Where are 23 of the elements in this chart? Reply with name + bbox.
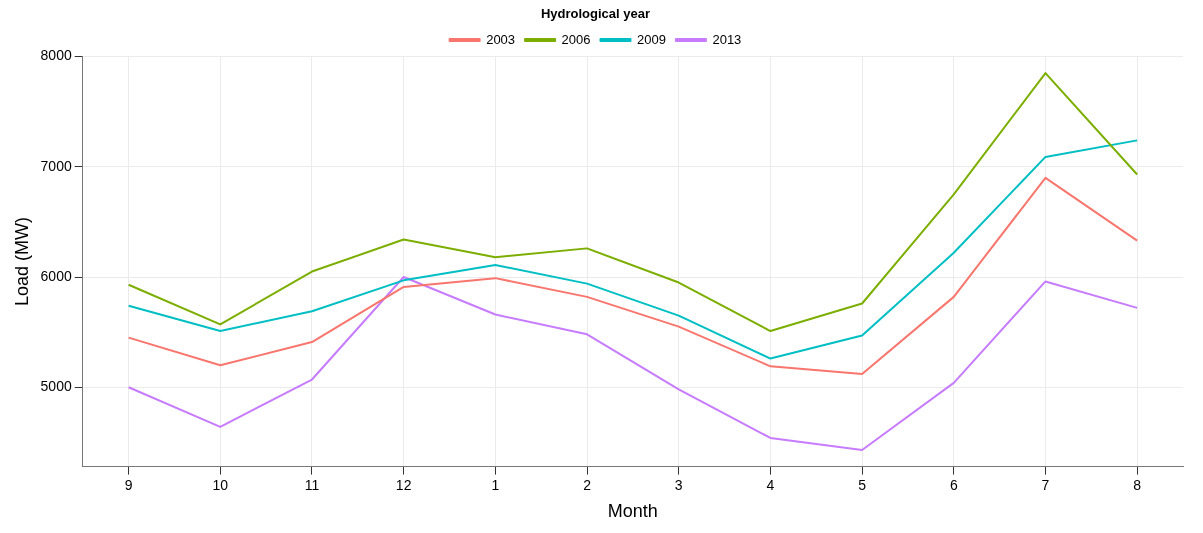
x-tick-label: 5	[858, 476, 867, 493]
y-tick-label: 5000	[40, 378, 72, 395]
y-tick-label: 8000	[40, 47, 72, 64]
y-axis-title: Load (MW)	[11, 217, 32, 307]
x-tick-label: 1	[491, 476, 500, 493]
x-tick-label: 10	[212, 476, 229, 493]
y-tick-label: 6000	[40, 267, 72, 284]
legend-label: 2006	[561, 31, 591, 47]
legend-label: 2013	[712, 31, 742, 47]
x-tick-label: 12	[395, 476, 412, 493]
x-tick-label: 4	[766, 476, 775, 493]
x-tick-label: 9	[124, 476, 133, 493]
y-tick-label: 7000	[40, 157, 72, 174]
x-tick-label: 8	[1133, 476, 1142, 493]
legend-label: 2009	[637, 31, 666, 47]
x-tick-label: 3	[674, 476, 683, 493]
x-tick-label: 7	[1041, 476, 1050, 493]
x-tick-label: 2	[583, 476, 592, 493]
x-tick-label: 6	[949, 476, 958, 493]
x-axis-title: Month	[607, 501, 658, 522]
legend-title: Hydrological year	[540, 6, 651, 22]
legend-label: 2003	[486, 31, 516, 47]
x-tick-label: 11	[304, 476, 320, 493]
